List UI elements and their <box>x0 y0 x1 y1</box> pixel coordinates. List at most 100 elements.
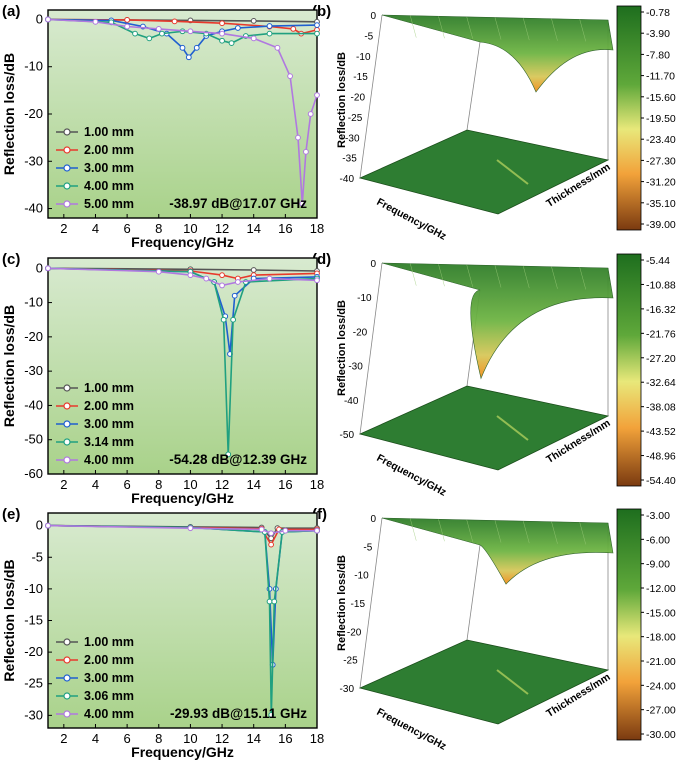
colorbar-label: -27.30 <box>646 155 676 167</box>
data-point <box>179 44 186 51</box>
x-tick-label: 16 <box>278 731 292 746</box>
data-point <box>146 35 153 42</box>
data-point <box>159 30 165 37</box>
z-tick-label: -25 <box>343 656 358 667</box>
colorbar-label: -24.00 <box>646 680 676 692</box>
colorbar-label: -0.78 <box>646 7 670 19</box>
surface-gridline <box>438 264 445 287</box>
legend-marker <box>63 420 71 428</box>
data-point <box>303 148 309 155</box>
y-tick-label: -30 <box>24 153 43 168</box>
surface-gridline <box>410 15 417 38</box>
surface-gridline <box>523 266 530 289</box>
peak-annotation: -38.97 dB@17.07 GHz <box>169 196 307 211</box>
legend-label: 4.00 mm <box>84 179 134 193</box>
data-point <box>231 292 238 299</box>
legend-marker <box>63 384 71 392</box>
z-tick-label: -20 <box>353 327 368 338</box>
z-tick-label: -15 <box>353 72 368 83</box>
surface-gridline <box>551 18 558 41</box>
line-chart-e: 2 4 6 8 10 12 14 16 18 0 -5 -10 -15 -20 -25 -30 Frequenc… <box>1 512 324 760</box>
colorbar <box>616 253 642 487</box>
legend-marker <box>63 710 71 718</box>
data-point <box>295 134 301 141</box>
series-line <box>47 267 318 287</box>
y-tick-label: -30 <box>24 707 43 722</box>
z-axis-label: Reflection loss/dB <box>336 52 348 148</box>
surface-gridline <box>551 266 558 289</box>
surface-chart-f: 0 -5 -10 -15 -20 -25 -30 Reflection loss/dB Freq… <box>336 508 676 753</box>
x-tick-label: 6 <box>124 221 131 236</box>
z-tick-label: -10 <box>356 52 371 63</box>
response-surface <box>381 517 614 585</box>
series-line <box>47 18 318 59</box>
z-tick-label: -40 <box>344 396 359 407</box>
legend-marker <box>63 456 71 464</box>
data-point <box>219 20 225 27</box>
data-point <box>187 28 194 35</box>
legend-marker <box>63 146 71 154</box>
colorbar-label: -27.00 <box>646 705 676 717</box>
colorbar-label: -54.40 <box>646 475 676 487</box>
legend-label: 4.00 mm <box>84 453 134 467</box>
data-point <box>266 23 273 29</box>
x-tick-label: 14 <box>246 477 260 492</box>
y-axis-label: Reflection loss/dB <box>1 53 17 175</box>
surface-gridline <box>410 518 417 541</box>
panel-label-a: (a) <box>2 3 21 20</box>
legend-label: 3.06 mm <box>84 689 134 703</box>
data-point <box>314 92 320 98</box>
y-tick-label: -20 <box>24 329 43 344</box>
legend-marker <box>63 402 71 410</box>
colorbar-label: -11.70 <box>646 71 675 83</box>
surface-gridline <box>438 519 445 542</box>
data-point <box>219 282 225 289</box>
x-tick-label: 18 <box>310 477 324 492</box>
data-point <box>155 268 162 275</box>
legend-label: 1.00 mm <box>84 125 134 139</box>
y-tick-label: -20 <box>24 106 43 121</box>
z-tick-label: -5 <box>363 542 372 553</box>
legend-label: 1.00 mm <box>84 635 134 649</box>
surface-gridline <box>579 522 586 545</box>
x-axis-label: Frequency/GHz <box>131 234 234 250</box>
floor-highlight <box>496 415 529 441</box>
x-tick-label: 4 <box>92 221 99 236</box>
x-tick-label: 4 <box>92 731 99 746</box>
x-tick-label: 2 <box>60 221 67 236</box>
x-axis-label: Frequency/GHz <box>131 490 234 506</box>
x-tick-label: 12 <box>215 477 229 492</box>
colorbar-label: -35.10 <box>646 198 676 210</box>
x-tick-label: 6 <box>124 731 131 746</box>
y-tick-label: -50 <box>24 432 43 447</box>
legend-marker <box>63 164 71 172</box>
x-axis-label: Frequency/GHz <box>375 452 449 499</box>
data-point <box>274 44 281 51</box>
data-point <box>290 26 297 32</box>
data-point <box>271 598 278 605</box>
y-tick-label: 0 <box>36 260 43 275</box>
colorbar-label: -15.00 <box>646 607 676 619</box>
z-tick-label: 0 <box>370 259 376 270</box>
z-tick-label: -10 <box>357 293 372 304</box>
data-point <box>219 272 225 279</box>
colorbar-label: -19.50 <box>646 113 676 125</box>
colorbar-label: -18.00 <box>646 632 676 644</box>
data-point <box>314 277 320 284</box>
legend-marker <box>63 656 71 664</box>
series-line <box>47 267 318 272</box>
z-tick-label: -10 <box>354 571 369 582</box>
data-point <box>155 26 162 32</box>
legend-label: 2.00 mm <box>84 143 134 157</box>
z-tick-label: -40 <box>340 174 355 185</box>
data-point <box>234 279 241 285</box>
z-tick-label: -20 <box>347 627 362 638</box>
surface-gridline <box>579 19 586 42</box>
data-point <box>45 16 51 23</box>
surface-gridline <box>523 521 530 544</box>
colorbar-label: -16.32 <box>646 304 676 316</box>
legend-marker <box>63 692 71 700</box>
colorbar-label: -7.80 <box>646 49 670 61</box>
data-point <box>92 18 99 25</box>
y-tick-label: -40 <box>24 397 43 412</box>
